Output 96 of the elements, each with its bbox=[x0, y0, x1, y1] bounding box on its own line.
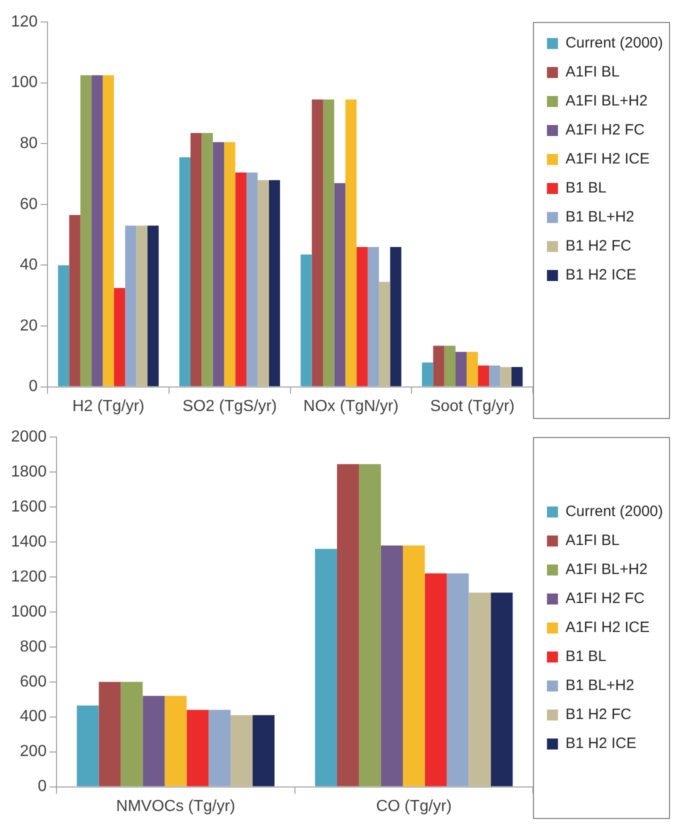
legend-label: A1FI H2 FC bbox=[565, 590, 645, 608]
bar bbox=[186, 710, 209, 786]
bar bbox=[202, 132, 213, 386]
x-tick-label: Soot (Tg/yr) bbox=[430, 398, 515, 415]
bar bbox=[212, 142, 224, 386]
legend-label: Current (2000) bbox=[565, 34, 664, 52]
bar bbox=[489, 366, 500, 386]
legend-label: A1FI H2 ICE bbox=[565, 619, 650, 636]
legend-label: A1FI BL+H2 bbox=[565, 92, 648, 110]
bar bbox=[190, 132, 202, 386]
legend-label: B1 BL bbox=[565, 648, 606, 666]
bar bbox=[258, 180, 269, 386]
bar bbox=[98, 682, 121, 786]
y-tick-label: 800 bbox=[20, 638, 47, 656]
y-tick-label: 200 bbox=[20, 743, 47, 760]
y-tick-label: 1800 bbox=[11, 463, 47, 480]
legend-label: A1FI BL+H2 bbox=[565, 561, 648, 578]
y-tick-label: 400 bbox=[20, 708, 47, 726]
x-tick-label: NOx (TgN/yr) bbox=[303, 398, 399, 415]
legend-label: B1 BL bbox=[565, 180, 606, 197]
bar bbox=[114, 288, 126, 386]
bar bbox=[58, 265, 70, 386]
bar bbox=[179, 157, 191, 386]
bar bbox=[268, 180, 280, 386]
y-tick-label: 1000 bbox=[11, 603, 47, 620]
bar bbox=[312, 100, 324, 386]
bar bbox=[390, 246, 402, 386]
bar bbox=[120, 682, 143, 786]
legend-label: B1 H2 FC bbox=[565, 706, 632, 724]
bar bbox=[300, 254, 312, 386]
bar bbox=[446, 573, 469, 786]
y-tick-label: 1400 bbox=[11, 533, 47, 550]
x-tick-label: NMVOCs (Tg/yr) bbox=[116, 798, 236, 815]
y-tick-label: 80 bbox=[20, 135, 38, 152]
bar bbox=[164, 696, 187, 786]
bar bbox=[422, 362, 434, 386]
legend-label: B1 H2 FC bbox=[565, 238, 632, 255]
bar bbox=[125, 226, 136, 386]
bar bbox=[136, 226, 148, 386]
bar bbox=[69, 215, 80, 386]
bar bbox=[402, 545, 425, 786]
legend-label: Current (2000) bbox=[565, 503, 664, 520]
x-tick-label: CO (Tg/yr) bbox=[376, 798, 452, 815]
bar bbox=[468, 592, 491, 786]
bar bbox=[345, 100, 357, 386]
bar bbox=[456, 352, 467, 386]
legend-label: A1FI H2 ICE bbox=[565, 150, 650, 168]
y-tick-label: 60 bbox=[20, 196, 38, 213]
legend-label: A1FI H2 FC bbox=[565, 122, 645, 139]
legend-label: A1FI BL bbox=[565, 64, 620, 81]
bar bbox=[444, 346, 456, 386]
bar bbox=[378, 282, 390, 386]
bar bbox=[76, 705, 99, 786]
y-tick-label: 40 bbox=[20, 256, 38, 274]
bar bbox=[148, 226, 159, 386]
bar bbox=[478, 366, 490, 386]
bar bbox=[252, 715, 275, 786]
bar bbox=[142, 696, 165, 786]
bar bbox=[246, 172, 258, 386]
bar bbox=[80, 75, 92, 386]
legend-label: B1 H2 ICE bbox=[565, 735, 636, 752]
x-tick-label: SO2 (TgS/yr) bbox=[182, 398, 277, 415]
legend-label: B1 H2 ICE bbox=[565, 266, 636, 284]
bar bbox=[356, 246, 368, 386]
y-tick-label: 20 bbox=[20, 317, 38, 334]
bar bbox=[102, 75, 114, 386]
bar bbox=[334, 183, 346, 386]
y-tick-label: 1600 bbox=[11, 498, 47, 516]
bar bbox=[315, 548, 337, 786]
bar bbox=[208, 710, 231, 786]
bar bbox=[358, 464, 381, 786]
legend-label: B1 BL+H2 bbox=[565, 208, 634, 226]
bar bbox=[380, 545, 403, 786]
bar bbox=[235, 172, 246, 386]
bar bbox=[490, 592, 513, 786]
bar bbox=[323, 100, 334, 386]
bar bbox=[424, 573, 447, 786]
bar bbox=[433, 346, 444, 386]
bar bbox=[230, 715, 253, 786]
bar bbox=[336, 464, 359, 786]
y-tick-label: 0 bbox=[28, 378, 38, 396]
bar bbox=[368, 246, 379, 386]
y-tick-label: 600 bbox=[20, 673, 47, 690]
bar bbox=[92, 75, 103, 386]
legend-label: A1FI BL bbox=[565, 532, 620, 550]
legend-label: B1 BL+H2 bbox=[565, 677, 634, 694]
y-tick-label: 120 bbox=[10, 13, 38, 30]
bar bbox=[224, 142, 236, 386]
bar bbox=[500, 367, 512, 386]
y-tick-label: 2000 bbox=[11, 428, 47, 446]
y-tick-label: 1200 bbox=[11, 568, 47, 586]
y-tick-label: 0 bbox=[38, 778, 47, 796]
bar bbox=[466, 352, 478, 386]
y-tick-label: 100 bbox=[10, 74, 38, 92]
bar bbox=[511, 367, 523, 386]
x-tick-label: H2 (Tg/yr) bbox=[72, 398, 144, 415]
